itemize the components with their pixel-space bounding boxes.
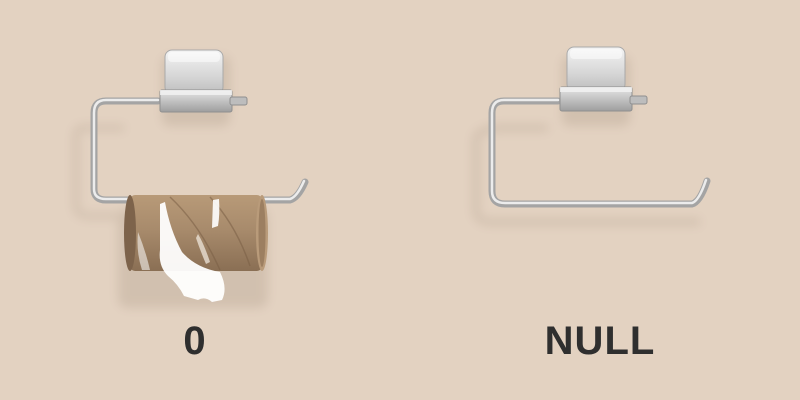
left-holder <box>73 49 309 308</box>
right-holder <box>472 46 711 226</box>
left-wall-mount <box>159 49 248 113</box>
empty-cardboard-roll <box>124 195 268 302</box>
right-wall-mount <box>559 46 648 112</box>
null-label: NULL <box>544 319 656 363</box>
zero-label: 0 <box>183 319 207 363</box>
